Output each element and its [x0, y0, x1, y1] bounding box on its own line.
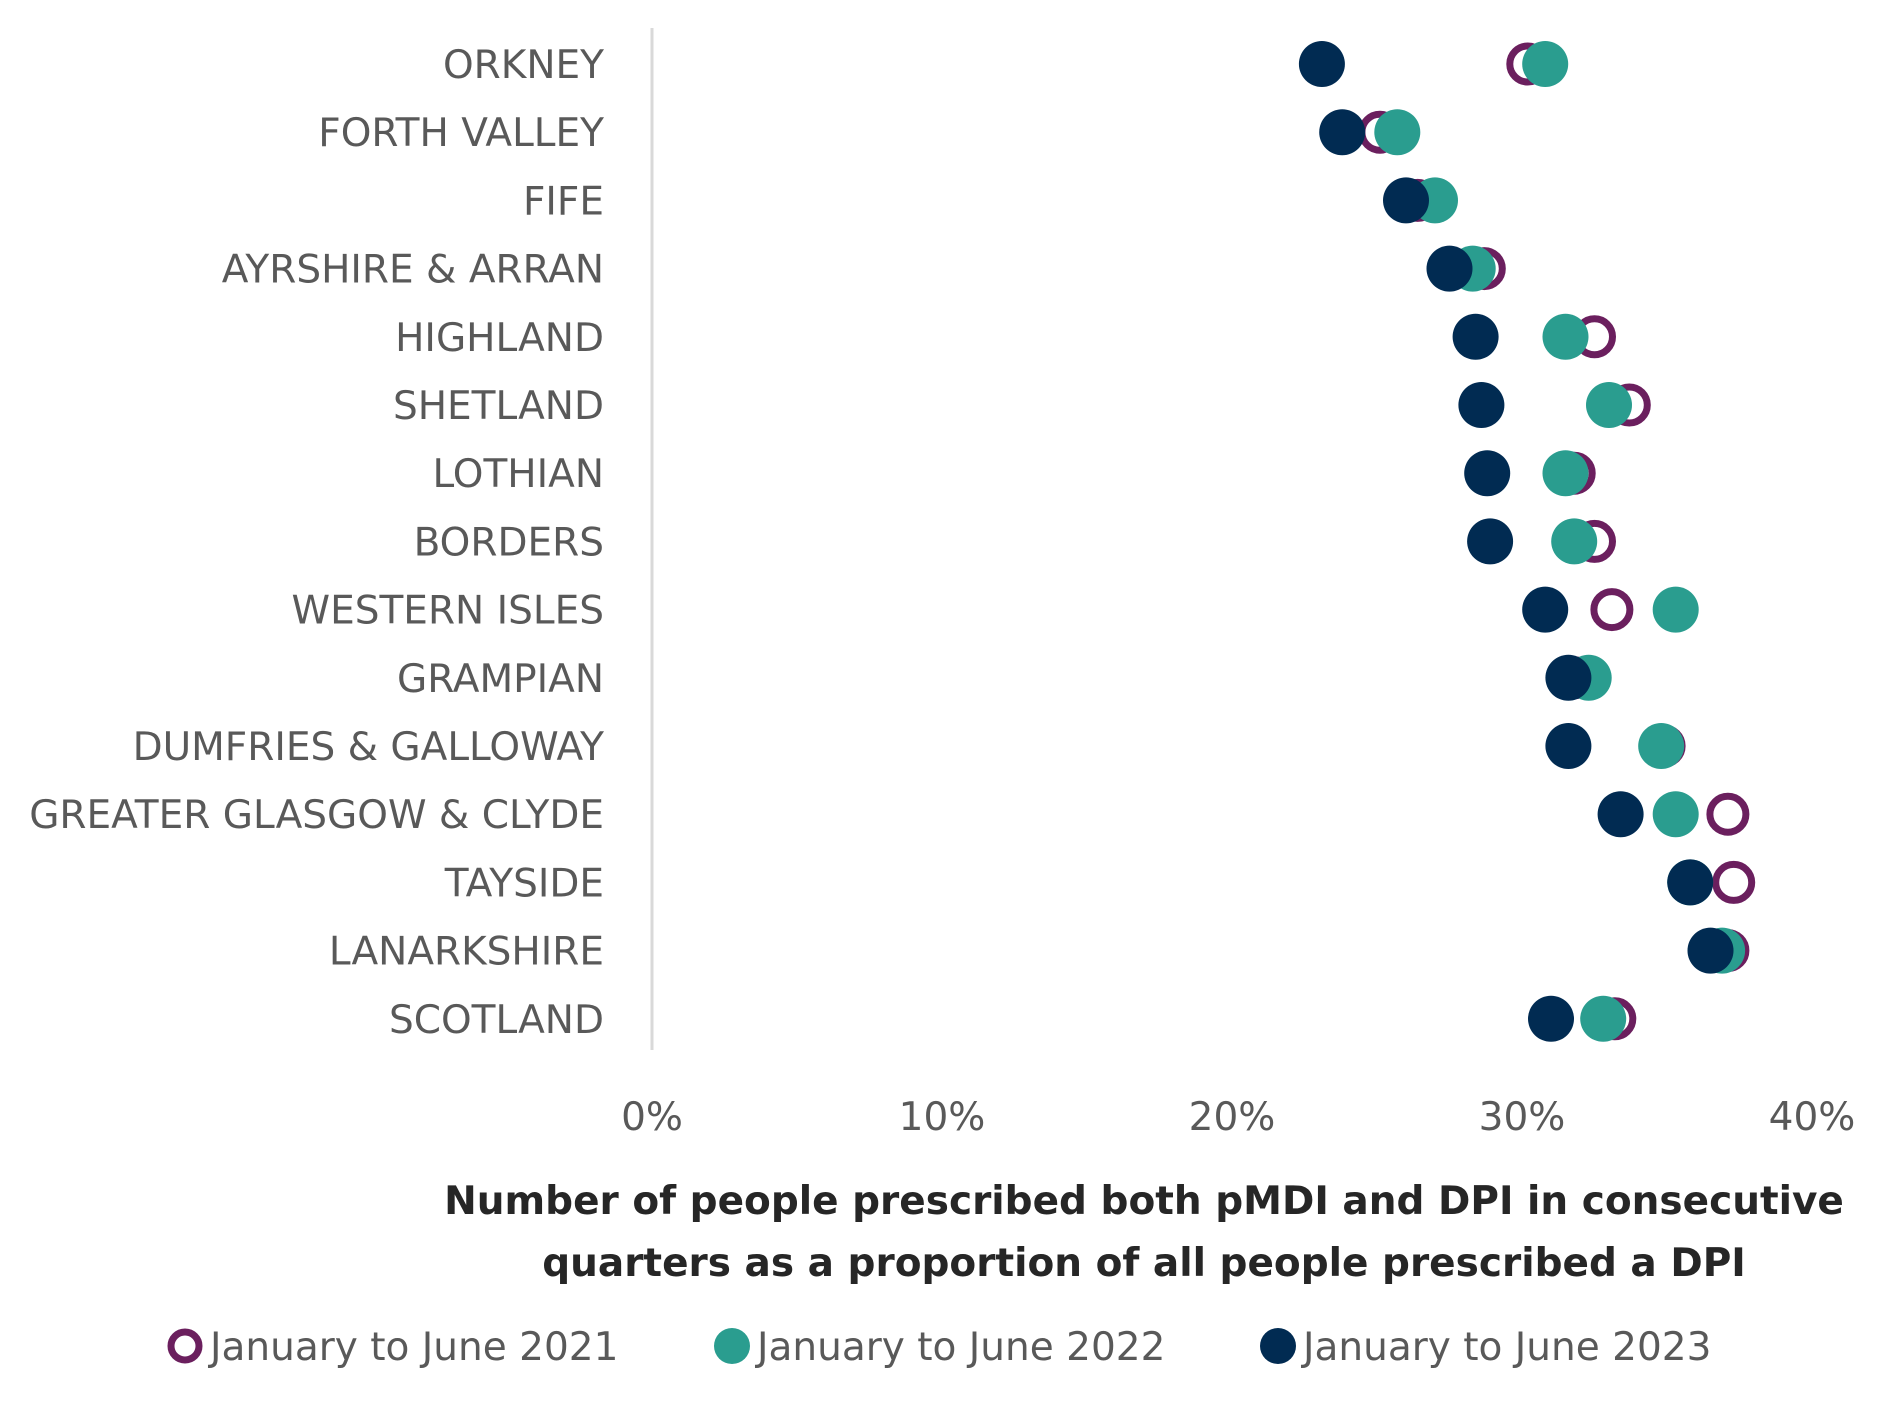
point-january-to-june-2022-borders [1551, 518, 1598, 565]
legend-item-2023: January to June 2023 [1260, 1325, 1711, 1370]
x-tick-label-30: 30% [1479, 1095, 1566, 1140]
legend-marker-2021 [167, 1328, 203, 1364]
legend-item-2022: January to June 2022 [714, 1325, 1165, 1370]
legend-item-2021: January to June 2021 [167, 1325, 618, 1370]
x-axis-title-line-1: Number of people prescribed both pMDI an… [444, 1179, 1844, 1224]
point-january-to-june-2023-western-isles [1522, 586, 1569, 633]
category-label-borders: BORDERS [414, 520, 604, 565]
point-january-to-june-2021-western-isles [1590, 588, 1634, 632]
x-tick-label-20: 20% [1189, 1095, 1276, 1140]
category-label-lanarkshire: LANARKSHIRE [329, 930, 604, 975]
legend-marker-2022 [714, 1328, 750, 1364]
category-label-lothian: LOTHIAN [432, 452, 604, 497]
point-january-to-june-2022-greater-glasgow-and-clyde [1652, 791, 1699, 838]
x-tick-label-0: 0% [621, 1095, 683, 1140]
point-january-to-june-2021-tayside [1712, 860, 1756, 904]
category-label-tayside: TAYSIDE [444, 861, 604, 906]
point-january-to-june-2021-greater-glasgow-and-clyde [1706, 792, 1750, 836]
legend-label-2023: January to June 2023 [1300, 1325, 1711, 1370]
category-label-western-isles: WESTERN ISLES [292, 589, 604, 634]
legend-label-2021: January to June 2021 [207, 1325, 618, 1370]
point-january-to-june-2023-borders [1467, 518, 1514, 565]
x-axis-title-line-2: quarters as a proportion of all people p… [542, 1241, 1746, 1286]
point-january-to-june-2023-ayrshire-and-arran [1426, 245, 1473, 292]
point-january-to-june-2023-grampian [1545, 654, 1592, 701]
point-january-to-june-2023-tayside [1667, 859, 1714, 906]
category-label-forth-valley: FORTH VALLEY [318, 111, 604, 156]
point-january-to-june-2022-lothian [1542, 450, 1589, 497]
point-january-to-june-2022-highland [1542, 313, 1589, 360]
legend-label-2022: January to June 2022 [754, 1325, 1165, 1370]
category-label-greater-glasgow-and-clyde: GREATER GLASGOW & CLYDE [29, 793, 604, 838]
legend: January to June 2021 January to June 202… [167, 1325, 1711, 1370]
data-points [1298, 41, 1756, 1042]
category-label-grampian: GRAMPIAN [397, 657, 604, 702]
point-january-to-june-2023-fife [1383, 177, 1429, 224]
point-january-to-june-2023-greater-glasgow-and-clyde [1597, 791, 1644, 838]
category-label-highland: HIGHLAND [395, 316, 604, 361]
category-label-scotland: SCOTLAND [389, 998, 604, 1043]
category-label-fife: FIFE [523, 179, 604, 224]
legend-marker-2023 [1260, 1328, 1296, 1364]
point-january-to-june-2023-highland [1452, 313, 1499, 360]
point-january-to-june-2022-western-isles [1652, 586, 1699, 633]
point-january-to-june-2022-dumfries-and-galloway [1638, 723, 1685, 769]
point-january-to-june-2022-scotland [1580, 995, 1627, 1042]
x-tick-label-10: 10% [899, 1095, 986, 1140]
x-tick-labels: 0% 10% 20% 30% 40% [621, 1095, 1855, 1140]
point-january-to-june-2022-shetland [1586, 382, 1632, 428]
point-january-to-june-2023-lothian [1464, 450, 1511, 497]
point-january-to-june-2022-forth-valley [1374, 109, 1421, 156]
category-label-orkney: ORKNEY [443, 43, 604, 88]
category-label-ayrshire-and-arran: AYRSHIRE & ARRAN [222, 248, 604, 293]
x-tick-label-40: 40% [1769, 1095, 1856, 1140]
category-labels: ORKNEY FORTH VALLEY FIFE AYRSHIRE & ARRAN HI… [29, 43, 604, 1043]
category-label-shetland: SHETLAND [393, 384, 604, 429]
category-label-dumfries-and-galloway: DUMFRIES & GALLOWAY [133, 725, 605, 770]
point-january-to-june-2023-lanarkshire [1687, 927, 1734, 974]
point-january-to-june-2023-shetland [1458, 382, 1505, 428]
point-january-to-june-2023-orkney [1298, 41, 1345, 87]
point-january-to-june-2023-forth-valley [1319, 109, 1366, 156]
point-january-to-june-2022-orkney [1522, 41, 1569, 87]
point-january-to-june-2023-scotland [1528, 995, 1574, 1042]
point-january-to-june-2023-dumfries-and-galloway [1545, 723, 1592, 769]
